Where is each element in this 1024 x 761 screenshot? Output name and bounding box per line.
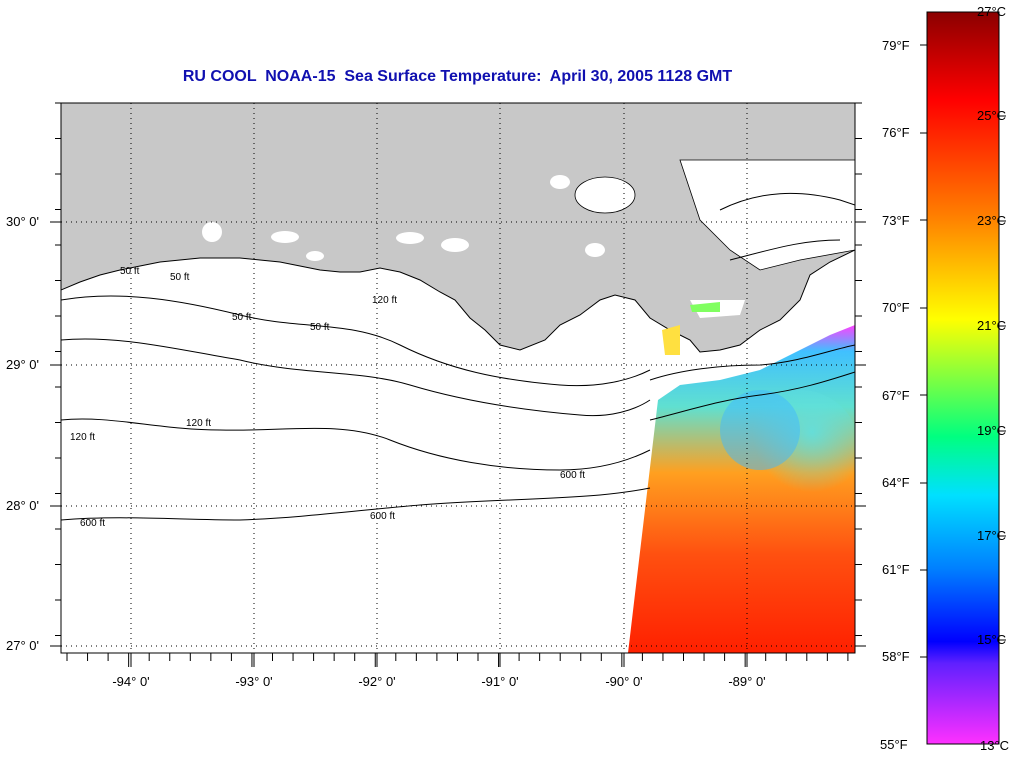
colorbar-celsius-label: 17°C bbox=[977, 528, 1007, 543]
colorbar-celsius-label: 15°C bbox=[977, 632, 1007, 647]
land-mass bbox=[61, 103, 855, 353]
longitude-label: -94° 0' bbox=[112, 674, 150, 689]
colorbar-fahrenheit-label: 64°F bbox=[882, 475, 910, 490]
contour-label: 600 ft bbox=[370, 511, 395, 522]
colorbar-fahrenheit-label: 61°F bbox=[882, 562, 910, 577]
contour-label: 120 ft bbox=[372, 295, 397, 306]
lake bbox=[396, 232, 424, 244]
colorbar-fahrenheit-label: 79°F bbox=[882, 38, 910, 53]
colorbar-celsius-label: 27°C bbox=[977, 4, 1007, 19]
longitude-label: -93° 0' bbox=[235, 674, 273, 689]
colorbar-celsius-label: 25°C bbox=[977, 108, 1007, 123]
longitude-label: -92° 0' bbox=[358, 674, 396, 689]
contour-label: 120 ft bbox=[186, 418, 211, 429]
colorbar bbox=[926, 11, 1000, 745]
contour-labels: 50 ft 50 ft 50 ft 50 ft 120 ft 120 ft 12… bbox=[70, 266, 585, 529]
plot-frame bbox=[60, 102, 856, 654]
sst-nearshore-patch bbox=[662, 325, 680, 355]
contour-label: 600 ft bbox=[80, 518, 105, 529]
latitude-label: 30° 0' bbox=[6, 214, 39, 229]
longitude-label: -90° 0' bbox=[605, 674, 643, 689]
sst-cool-eddy bbox=[720, 390, 800, 470]
lake bbox=[585, 243, 605, 257]
colorbar-fahrenheit-label: 58°F bbox=[882, 649, 910, 664]
colorbar-fahrenheit-label: 73°F bbox=[882, 213, 910, 228]
contour-label: 50 ft bbox=[310, 322, 330, 333]
lake bbox=[306, 251, 324, 261]
latitude-label: 27° 0' bbox=[6, 638, 39, 653]
graticule bbox=[61, 103, 855, 653]
axis-ticks bbox=[50, 102, 866, 667]
colorbar-celsius-label: 19°C bbox=[977, 423, 1007, 438]
lake bbox=[202, 222, 222, 242]
contour-label: 50 ft bbox=[232, 312, 252, 323]
colorbar-celsius-label: 21°C bbox=[977, 318, 1007, 333]
longitude-label: -89° 0' bbox=[728, 674, 766, 689]
colorbar-fahrenheit-label: 67°F bbox=[882, 388, 910, 403]
contour-label: 600 ft bbox=[560, 470, 585, 481]
sst-nearshore-patch bbox=[690, 302, 720, 312]
latitude-label: 29° 0' bbox=[6, 357, 39, 372]
depth-contours bbox=[61, 192, 855, 521]
colorbar-fahrenheit-label: 70°F bbox=[882, 300, 910, 315]
lake bbox=[550, 175, 570, 189]
lake bbox=[574, 176, 636, 214]
contour-label: 50 ft bbox=[170, 272, 190, 283]
colorbar-fahrenheit-label: 76°F bbox=[882, 125, 910, 140]
contour-label: 50 ft bbox=[120, 266, 140, 277]
map-title: RU COOL NOAA-15 Sea Surface Temperature:… bbox=[182, 68, 733, 85]
colorbar-celsius-label: 23°C bbox=[977, 213, 1007, 228]
latitude-label: 28° 0' bbox=[6, 498, 39, 513]
lake bbox=[441, 238, 469, 252]
colorbar-ticks bbox=[920, 44, 1006, 658]
delta-water bbox=[679, 159, 855, 271]
longitude-label: -91° 0' bbox=[481, 674, 519, 689]
lake bbox=[271, 231, 299, 243]
colorbar-celsius-label: 13°C bbox=[980, 738, 1010, 753]
colorbar-fahrenheit-label: 55°F bbox=[880, 737, 908, 752]
contour-label: 120 ft bbox=[70, 432, 95, 443]
